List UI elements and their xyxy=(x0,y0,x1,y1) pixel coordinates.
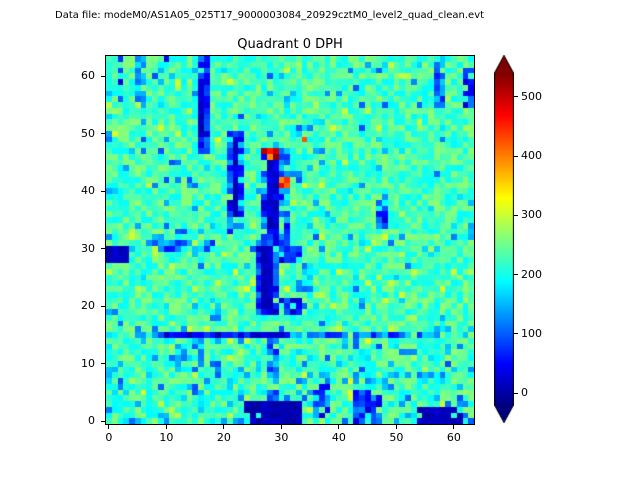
colorbar-tick-label: 300 xyxy=(521,208,542,222)
y-tick-label: 30 xyxy=(81,241,95,255)
x-tick-label: 10 xyxy=(159,431,174,444)
colorbar-tick-label: 400 xyxy=(521,149,542,162)
y-tick-mark xyxy=(101,133,105,135)
heatmap-canvas xyxy=(106,56,474,424)
colorbar-tick-mark xyxy=(514,274,518,276)
x-tick-mark xyxy=(223,425,225,429)
y-tick-mark xyxy=(101,305,105,307)
data-file-annotation: Data file: modeM0/AS1A05_025T17_90000030… xyxy=(55,10,485,21)
y-tick-mark xyxy=(101,190,105,192)
colorbar-tick-label: 0 xyxy=(521,386,528,400)
y-tick-mark xyxy=(101,420,105,422)
y-tick-label: 40 xyxy=(81,184,95,198)
x-tick-mark xyxy=(395,425,397,429)
colorbar-tick-mark xyxy=(514,392,518,394)
y-tick-label: 20 xyxy=(81,299,95,313)
y-tick-mark xyxy=(101,75,105,77)
x-tick-label: 60 xyxy=(446,431,461,444)
x-tick-mark xyxy=(108,425,110,429)
x-tick-mark xyxy=(280,425,282,429)
y-tick-mark xyxy=(101,363,105,365)
x-tick-label: 20 xyxy=(216,431,231,444)
x-tick-label: 30 xyxy=(274,431,289,444)
colorbar-tick-label: 500 xyxy=(521,89,542,103)
y-tick-mark xyxy=(101,248,105,250)
y-tick-label: 0 xyxy=(88,414,95,428)
y-tick-label: 60 xyxy=(81,69,95,83)
x-tick-mark xyxy=(165,425,167,429)
colorbar-tick-mark xyxy=(514,155,518,157)
x-tick-label: 50 xyxy=(389,431,404,444)
colorbar-tick-mark xyxy=(514,214,518,216)
x-tick-label: 0 xyxy=(105,431,113,444)
x-tick-mark xyxy=(453,425,455,429)
plot-area xyxy=(105,55,475,425)
colorbar-tick-label: 200 xyxy=(521,267,542,281)
colorbar-tick-label: 100 xyxy=(521,326,542,340)
y-tick-label: 50 xyxy=(81,126,95,140)
colorbar xyxy=(494,55,514,423)
plot-title: Quadrant 0 DPH xyxy=(237,37,343,52)
colorbar-tick-mark xyxy=(514,333,518,335)
x-tick-label: 40 xyxy=(331,431,346,444)
colorbar-tick-mark xyxy=(514,96,518,98)
y-tick-label: 10 xyxy=(81,356,95,370)
x-tick-mark xyxy=(338,425,340,429)
